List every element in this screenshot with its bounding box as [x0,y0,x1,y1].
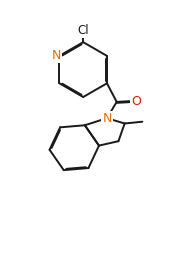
Text: O: O [131,94,141,108]
Text: N: N [102,112,112,125]
Text: Cl: Cl [77,24,89,37]
Text: N: N [52,49,61,62]
